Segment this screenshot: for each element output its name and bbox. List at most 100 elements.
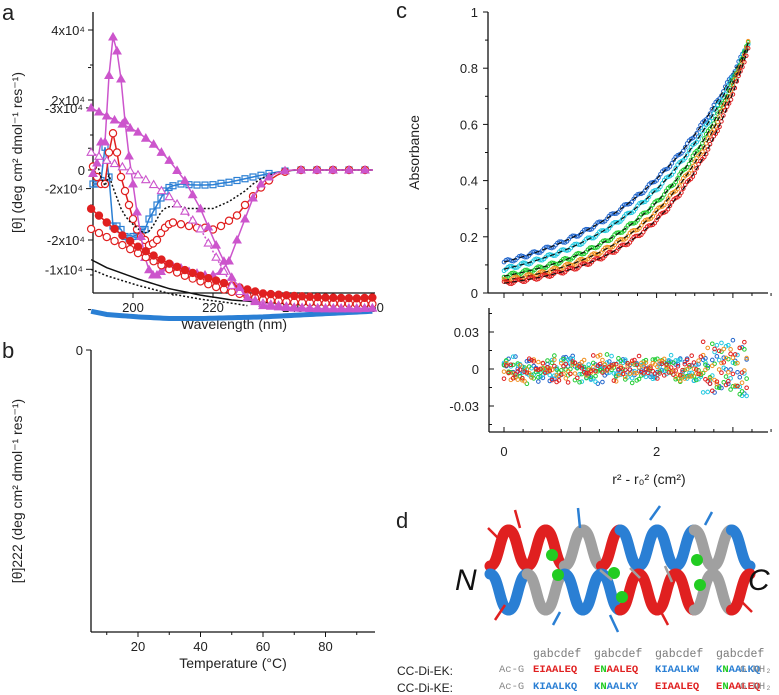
residual-point	[588, 368, 594, 373]
residual-point	[540, 366, 546, 371]
residue: A	[667, 681, 674, 693]
helix-ribbon	[707, 568, 737, 616]
data-point	[211, 239, 222, 249]
data-point	[125, 244, 135, 254]
residual-point	[526, 364, 532, 369]
residual-point	[572, 360, 578, 366]
data-point	[336, 303, 347, 313]
data-point	[684, 152, 690, 158]
residual-point	[742, 339, 747, 345]
sequence-name: CC-Di-EK:	[397, 664, 453, 678]
residual-point	[602, 362, 608, 367]
residual-point	[545, 365, 550, 370]
data-point	[734, 79, 740, 84]
residual-point	[693, 377, 699, 383]
residual-point	[606, 359, 612, 364]
residual-point	[721, 360, 727, 365]
residual-point	[742, 371, 747, 376]
side-chain	[663, 565, 674, 583]
residual-point	[618, 365, 624, 371]
residual-point	[515, 377, 521, 382]
residual-point	[510, 375, 516, 381]
data-point	[694, 166, 699, 171]
residue: L	[741, 664, 748, 676]
residual-point	[565, 368, 571, 374]
residual-point	[529, 375, 534, 380]
residual-point	[666, 370, 672, 375]
residual-point	[687, 374, 692, 379]
residual-point	[682, 367, 688, 373]
x-tick-label: 20	[131, 639, 145, 654]
panel-letter-c: c	[396, 0, 407, 23]
y-axis-label: [θ] (deg cm² dmol⁻¹ res⁻¹)	[9, 72, 25, 233]
residual-point	[719, 349, 724, 354]
residual-point	[597, 352, 603, 358]
residual-point	[549, 377, 555, 383]
data-point	[216, 221, 226, 231]
residual-point	[565, 356, 571, 362]
data-point	[172, 262, 182, 272]
residue: K	[594, 681, 601, 693]
series-black-dotted	[90, 268, 248, 307]
data-point	[153, 201, 161, 209]
residual-point	[652, 357, 658, 362]
residual-point	[510, 362, 516, 368]
residue: A	[606, 664, 613, 676]
data-point	[125, 165, 136, 175]
residual-point	[664, 366, 669, 372]
residual-point	[609, 353, 614, 359]
residual-point	[682, 361, 688, 367]
y-tick-label: -2x10⁴	[47, 233, 85, 248]
data-point	[112, 148, 122, 157]
residual-point	[549, 357, 555, 363]
residual-point	[549, 367, 555, 373]
heptad-block: EIAALEQ	[533, 664, 577, 676]
residual-point	[526, 372, 532, 378]
residual-point	[682, 376, 688, 381]
data-point	[304, 303, 315, 312]
residual-point	[737, 391, 743, 397]
residual-point	[675, 372, 681, 377]
residue: A	[728, 681, 735, 693]
residual-point	[520, 377, 525, 383]
residual-point	[744, 355, 749, 361]
residual-point	[671, 372, 676, 377]
data-point	[360, 164, 370, 174]
residue: L	[558, 664, 565, 676]
residue: A	[734, 681, 742, 693]
residual-point	[552, 357, 557, 363]
data-point	[172, 165, 183, 174]
y-tick-label: 2x10⁴	[51, 93, 85, 108]
residual-point	[586, 362, 591, 367]
residue: A	[673, 681, 681, 693]
data-point	[92, 157, 102, 167]
side-chain	[648, 505, 662, 521]
residual-point	[739, 370, 745, 375]
data-point	[133, 169, 143, 179]
residual-point	[732, 352, 738, 357]
data-point	[128, 178, 138, 188]
helix-ribbon	[670, 568, 700, 616]
data-point	[94, 211, 104, 220]
residue: Q	[570, 681, 578, 693]
x-tick-label: 0	[500, 444, 507, 459]
data-point	[258, 300, 268, 310]
data-point	[652, 188, 657, 193]
residual-point	[650, 368, 656, 374]
data-point	[351, 303, 362, 313]
residual-point	[652, 371, 658, 376]
residual-point	[636, 376, 642, 382]
data-point	[149, 208, 157, 216]
x-tick-label: 200	[122, 300, 144, 315]
heptad-block: ENAALEQ	[594, 664, 638, 676]
residual-point	[732, 383, 738, 388]
residual-point	[634, 362, 640, 368]
residual-point	[558, 360, 564, 366]
data-point	[661, 192, 667, 197]
residue: I	[539, 681, 546, 693]
data-point	[274, 290, 283, 299]
data-point	[226, 272, 237, 281]
sequence-prefix: Ac-G	[499, 664, 525, 676]
data-point	[367, 302, 378, 312]
residual-point	[522, 379, 527, 384]
